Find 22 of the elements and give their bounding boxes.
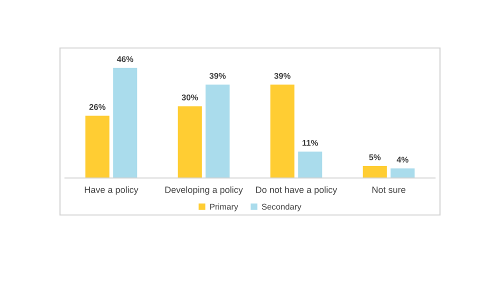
x-tick-label: Have a policy	[84, 186, 138, 195]
bar	[270, 84, 294, 178]
data-label: 5%	[369, 154, 381, 160]
bar	[85, 116, 110, 178]
data-label: 46%	[116, 56, 134, 62]
x-tick-label: Do not have a policy	[256, 186, 338, 195]
bar	[390, 168, 415, 178]
data-label: 26%	[89, 104, 106, 110]
data-label: 11%	[302, 140, 318, 146]
data-label: 39%	[209, 72, 226, 79]
x-tick-label: Not sure	[372, 186, 406, 193]
bar	[206, 84, 230, 178]
data-label: 4%	[396, 156, 408, 163]
x-tick-label: Developing a policy	[165, 186, 243, 195]
legend-label: Primary	[210, 204, 238, 212]
bar	[113, 68, 138, 178]
bar	[362, 166, 387, 178]
legend-label: Secondary	[262, 204, 302, 212]
data-label: 30%	[182, 94, 198, 100]
bar	[178, 106, 202, 178]
bar	[298, 152, 322, 178]
data-label: 39%	[274, 72, 290, 79]
